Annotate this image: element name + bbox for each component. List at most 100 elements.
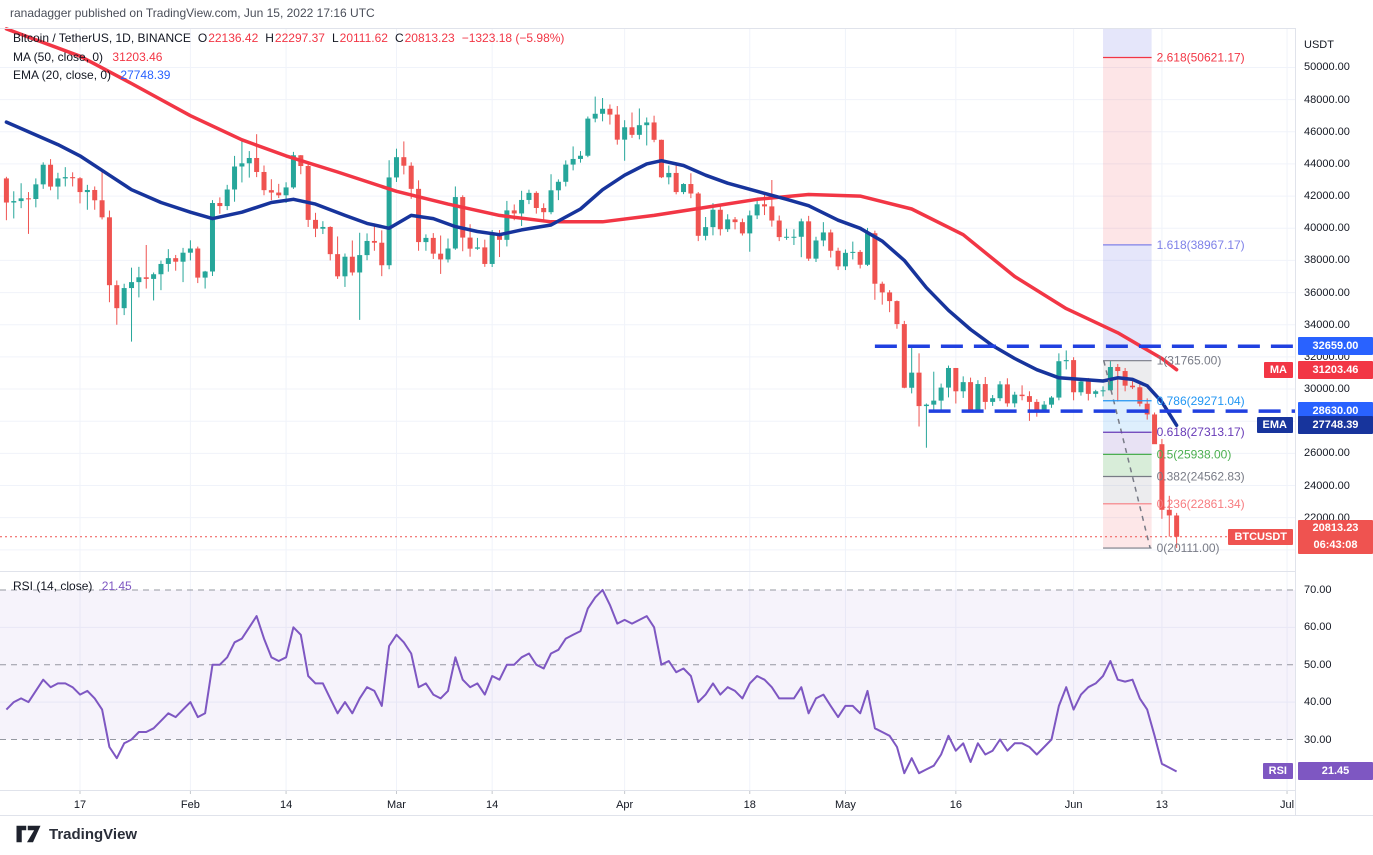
candle-down xyxy=(968,382,974,410)
rsi-legend-value: 21.45 xyxy=(101,579,132,593)
candle-down xyxy=(106,217,112,286)
candle-up xyxy=(592,113,598,119)
candle-down xyxy=(25,198,31,200)
price-axis[interactable]: USDT 50000.00 48000.00 46000.00 44000.00 4200… xyxy=(1295,28,1373,815)
date-tick-label: Apr xyxy=(616,799,633,811)
candle-down xyxy=(857,251,863,265)
candle-down xyxy=(482,247,488,264)
price-tick-label: 26000.00 xyxy=(1304,447,1350,460)
ma50-line[interactable] xyxy=(4,27,1179,372)
candle-down xyxy=(688,184,694,194)
fib-level-label: 0.382(24562.83) xyxy=(1157,469,1245,483)
chart-bottom-border xyxy=(0,815,1373,816)
candle-down xyxy=(408,165,414,189)
candle-up xyxy=(791,236,797,238)
ema-legend[interactable]: EMA (20, close, 0) 27748.39 xyxy=(13,68,170,82)
rsi-legend-label[interactable]: RSI (14, close) xyxy=(13,579,93,593)
candle-up xyxy=(239,163,245,167)
candle-up xyxy=(644,122,650,126)
candle-down xyxy=(371,240,377,243)
ohlc-close-value: 20813.23 xyxy=(404,31,455,45)
fib-band[interactable] xyxy=(1103,454,1152,477)
fib-level-label: 0(20111.00) xyxy=(1157,541,1220,555)
publish-header: ranadagger published on TradingView.com,… xyxy=(10,6,375,20)
price-tick-label: 44000.00 xyxy=(1304,157,1350,170)
candle-up xyxy=(1049,397,1055,405)
candle-up xyxy=(923,404,929,407)
tradingview-logo-text: TradingView xyxy=(49,825,138,843)
candle-up xyxy=(570,158,576,165)
fib-level-label: 0.5(25938.00) xyxy=(1157,447,1232,461)
fib-band[interactable] xyxy=(1103,400,1152,433)
candle-up xyxy=(246,157,252,164)
axis-currency-label: USDT xyxy=(1304,39,1334,51)
candle-down xyxy=(497,233,503,240)
ohlc-high-value: 22297.37 xyxy=(274,31,325,45)
tradingview-logo[interactable]: TradingView xyxy=(15,824,137,844)
ma-price-label: 31203.46 xyxy=(1298,360,1373,379)
fib-band[interactable] xyxy=(1103,29,1152,58)
chart-canvas[interactable]: 2.618(50621.17) 1.618(38967.17) 1(31765.00… xyxy=(0,0,1295,855)
date-tick-label: May xyxy=(835,799,856,811)
candle-up xyxy=(364,240,370,256)
candle-up xyxy=(393,157,399,178)
rsi-tick-label: 50.00 xyxy=(1304,658,1332,671)
candle-up xyxy=(865,233,871,265)
candle-up xyxy=(622,127,628,140)
candle-down xyxy=(77,178,83,193)
time-axis[interactable] xyxy=(0,791,1295,815)
price-tick-label: 48000.00 xyxy=(1304,93,1350,106)
main-chart-pane[interactable] xyxy=(0,29,1295,571)
candle-down xyxy=(953,367,959,392)
publish-header-text: ranadagger published on TradingView.com,… xyxy=(10,6,375,20)
candle-down xyxy=(511,210,517,214)
candle-down xyxy=(673,172,679,193)
rsi-line[interactable] xyxy=(5,588,1178,775)
change-value: −1323.18 (−5.98%) xyxy=(461,31,565,45)
fib-level-label: 0.618(27313.17) xyxy=(1157,425,1245,439)
pane-separator[interactable] xyxy=(0,571,1373,572)
fib-band[interactable] xyxy=(1103,476,1152,504)
candle-up xyxy=(504,210,510,240)
candle-up xyxy=(975,384,981,410)
candle-down xyxy=(1085,381,1091,394)
fib-level-label: 0.786(29271.04) xyxy=(1157,394,1245,408)
last-price-countdown-label: 20813.23 06:43:08 xyxy=(1298,519,1373,554)
fib-level-label: 1(31765.00) xyxy=(1157,354,1222,368)
candle-down xyxy=(761,204,767,207)
candle-down xyxy=(1026,396,1032,402)
candle-up xyxy=(813,240,819,259)
rsi-tick-label: 70.00 xyxy=(1304,583,1332,596)
candle-down xyxy=(92,189,98,201)
date-tick-label: Jul xyxy=(1280,799,1294,811)
ema-legend-value: 27748.39 xyxy=(120,68,171,82)
fib-band[interactable] xyxy=(1103,57,1152,245)
ema-legend-label[interactable]: EMA (20, close, 0) xyxy=(13,68,112,82)
candle-up xyxy=(725,219,731,230)
fib-band[interactable] xyxy=(1103,432,1152,455)
candle-up xyxy=(754,204,760,216)
candle-down xyxy=(48,164,54,187)
candle-down xyxy=(776,220,782,238)
ma-legend-label[interactable]: MA (50, close, 0) xyxy=(13,50,104,64)
candle-up xyxy=(842,252,848,267)
candle-up xyxy=(165,258,171,264)
fib-trendline[interactable] xyxy=(1103,360,1151,549)
symbol-legend[interactable]: Bitcoin / TetherUS, 1D, BINANCE O22136.42… xyxy=(13,31,564,45)
ma-legend[interactable]: MA (50, close, 0) 31203.46 xyxy=(13,50,162,64)
candle-down xyxy=(982,384,988,402)
candle-down xyxy=(217,203,223,207)
candle-down xyxy=(1166,509,1172,516)
ema20-line[interactable] xyxy=(4,120,1179,428)
rsi-value-label: 21.45 xyxy=(1298,762,1373,781)
fib-band[interactable] xyxy=(1103,244,1152,361)
fib-level-label: 1.618(38967.17) xyxy=(1157,238,1245,252)
candle-up xyxy=(18,198,24,202)
ohlc-low-key: L xyxy=(331,31,339,45)
symbol-title[interactable]: Bitcoin / TetherUS, 1D, BINANCE xyxy=(13,31,191,45)
candle-down xyxy=(173,258,179,262)
rsi-legend[interactable]: RSI (14, close) 21.45 xyxy=(13,579,132,593)
fib-band[interactable] xyxy=(1103,503,1152,549)
candle-up xyxy=(320,226,326,229)
